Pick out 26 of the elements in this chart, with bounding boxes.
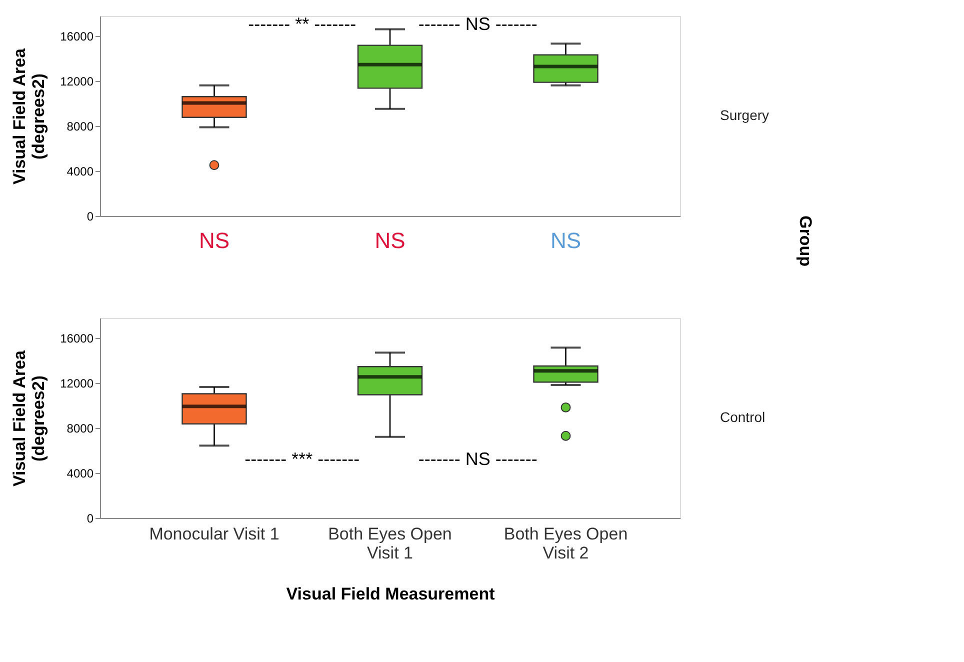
annotation: ------- *** ------- [244,449,360,469]
text: NS [550,228,582,253]
y-tick-label: 8000 [66,422,94,436]
y-tick-label: 16000 [60,30,94,44]
y-tick-label: 0 [86,210,94,224]
y-axis-title: Visual Field Area (degrees2) [10,48,48,185]
annotation: ------- NS ------- [418,449,538,469]
text: NS [198,228,230,253]
y-tick-label: 4000 [66,466,94,481]
y-tick-label: 8000 [66,120,94,134]
x-tick-label: Both Eyes Open Visit 2 [504,524,628,562]
y-tick-label: 0 [86,512,94,526]
y-tick-label: 12000 [60,74,94,89]
text: NS [374,228,406,253]
text: Surgery [720,107,770,123]
annotation: ------- ** ------- [248,14,356,34]
text: Group [796,216,815,266]
x-axis-title: Visual Field Measurement [286,584,496,604]
text: Control [720,409,766,425]
x-tick-label: Monocular Visit 1 [149,524,280,544]
y-axis-title: Visual Field Area (degrees2) [10,350,48,487]
y-tick-label: 16000 [60,332,94,346]
annotation: ------- NS ------- [418,14,538,34]
y-tick-label: 12000 [60,376,94,391]
x-tick-label: Both Eyes Open Visit 1 [328,524,452,562]
y-tick-label: 4000 [66,164,94,179]
